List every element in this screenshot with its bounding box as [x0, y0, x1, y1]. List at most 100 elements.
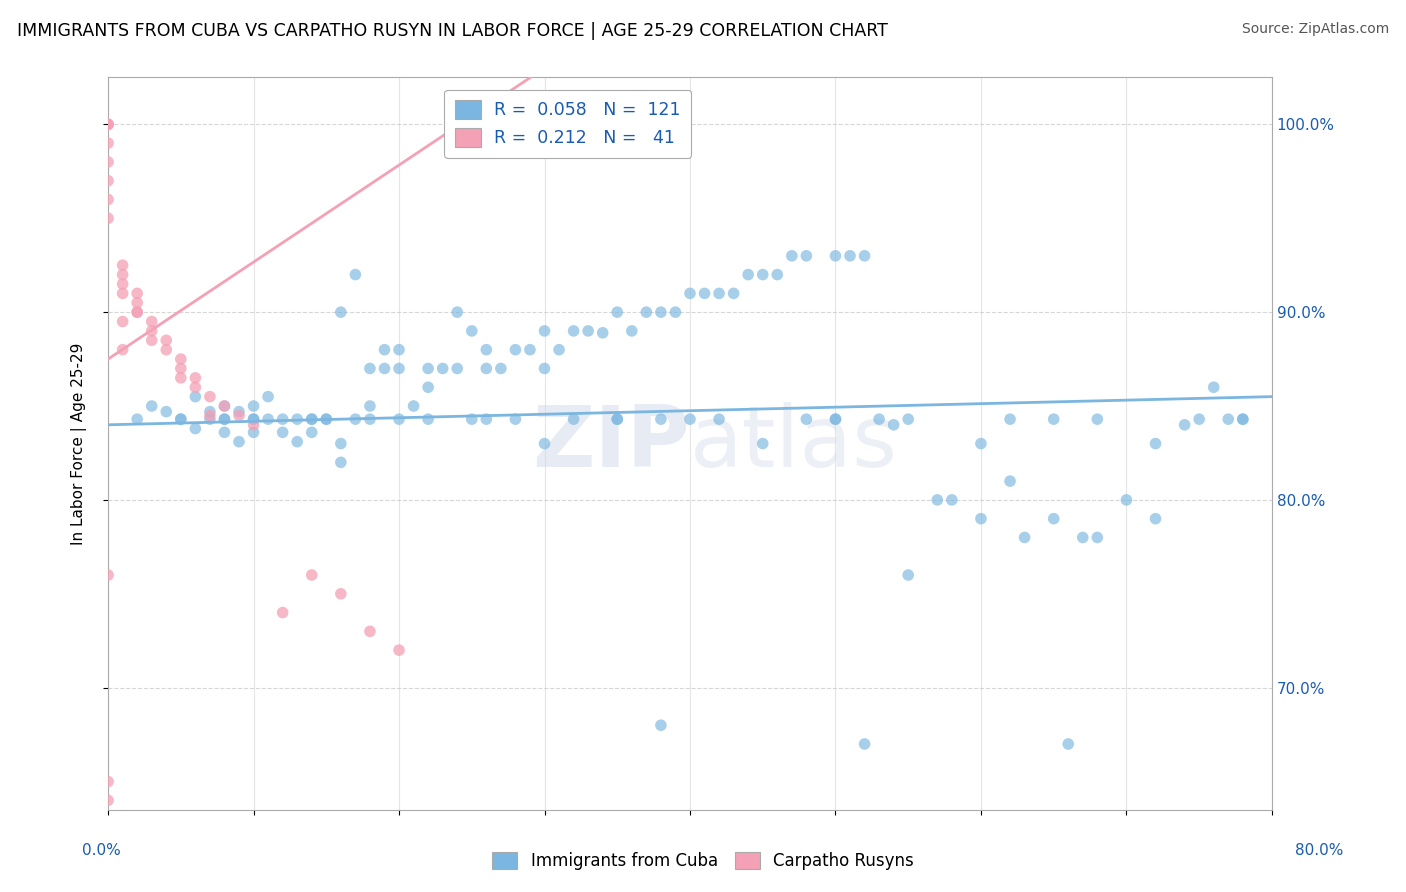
Point [127, 305, 149, 319]
Point [853, 737, 876, 751]
Point [839, 249, 862, 263]
Point [271, 425, 294, 440]
Point [97, 793, 120, 807]
Point [271, 606, 294, 620]
Point [388, 412, 411, 426]
Point [344, 268, 367, 282]
Point [475, 361, 498, 376]
Point [214, 412, 236, 426]
Point [1042, 511, 1064, 525]
Point [606, 412, 628, 426]
Point [707, 412, 730, 426]
Point [111, 286, 134, 301]
Point [1202, 380, 1225, 394]
Point [679, 286, 702, 301]
Point [315, 412, 337, 426]
Y-axis label: In Labor Force | Age 25-29: In Labor Force | Age 25-29 [72, 343, 87, 545]
Point [141, 324, 163, 338]
Point [155, 334, 177, 348]
Point [228, 404, 250, 418]
Point [796, 249, 818, 263]
Point [927, 492, 949, 507]
Point [242, 412, 264, 426]
Point [242, 412, 264, 426]
Point [184, 421, 207, 435]
Point [723, 286, 745, 301]
Point [475, 343, 498, 357]
Text: ZIP: ZIP [533, 402, 690, 485]
Point [853, 249, 876, 263]
Point [359, 412, 381, 426]
Point [315, 412, 337, 426]
Point [737, 268, 759, 282]
Text: atlas: atlas [690, 402, 898, 485]
Point [592, 326, 614, 340]
Point [446, 361, 468, 376]
Point [242, 425, 264, 440]
Point [650, 305, 672, 319]
Point [970, 511, 993, 525]
Point [359, 361, 381, 376]
Point [1232, 412, 1254, 426]
Point [505, 412, 527, 426]
Point [111, 277, 134, 291]
Point [796, 412, 818, 426]
Text: Source: ZipAtlas.com: Source: ZipAtlas.com [1241, 22, 1389, 37]
Point [475, 412, 498, 426]
Point [329, 436, 352, 450]
Point [998, 412, 1021, 426]
Point [141, 314, 163, 328]
Point [97, 193, 120, 207]
Point [228, 409, 250, 423]
Point [416, 412, 439, 426]
Point [1057, 737, 1080, 751]
Point [170, 412, 193, 426]
Point [489, 361, 512, 376]
Point [301, 412, 323, 426]
Point [606, 305, 628, 319]
Point [111, 343, 134, 357]
Point [824, 412, 846, 426]
Point [373, 343, 395, 357]
Point [329, 587, 352, 601]
Point [111, 258, 134, 272]
Point [301, 412, 323, 426]
Point [111, 268, 134, 282]
Point [170, 371, 193, 385]
Point [242, 399, 264, 413]
Point [198, 390, 221, 404]
Legend: R =  0.058   N =  121, R =  0.212   N =   41: R = 0.058 N = 121, R = 0.212 N = 41 [444, 90, 692, 158]
Point [416, 380, 439, 394]
Point [533, 324, 555, 338]
Point [214, 399, 236, 413]
Point [650, 412, 672, 426]
Point [868, 412, 890, 426]
Point [897, 412, 920, 426]
Point [461, 324, 484, 338]
Text: IMMIGRANTS FROM CUBA VS CARPATHO RUSYN IN LABOR FORCE | AGE 25-29 CORRELATION CH: IMMIGRANTS FROM CUBA VS CARPATHO RUSYN I… [17, 22, 887, 40]
Point [388, 643, 411, 657]
Point [446, 305, 468, 319]
Point [664, 305, 686, 319]
Point [679, 412, 702, 426]
Point [97, 136, 120, 150]
Point [127, 412, 149, 426]
Point [606, 412, 628, 426]
Point [707, 286, 730, 301]
Point [1144, 511, 1167, 525]
Point [97, 568, 120, 582]
Point [562, 324, 585, 338]
Point [533, 436, 555, 450]
Point [97, 774, 120, 789]
Point [214, 399, 236, 413]
Point [198, 412, 221, 426]
Point [780, 249, 803, 263]
Point [198, 404, 221, 418]
Point [636, 305, 658, 319]
Point [97, 117, 120, 131]
Point [170, 352, 193, 367]
Point [184, 390, 207, 404]
Point [533, 361, 555, 376]
Point [1232, 412, 1254, 426]
Point [242, 417, 264, 432]
